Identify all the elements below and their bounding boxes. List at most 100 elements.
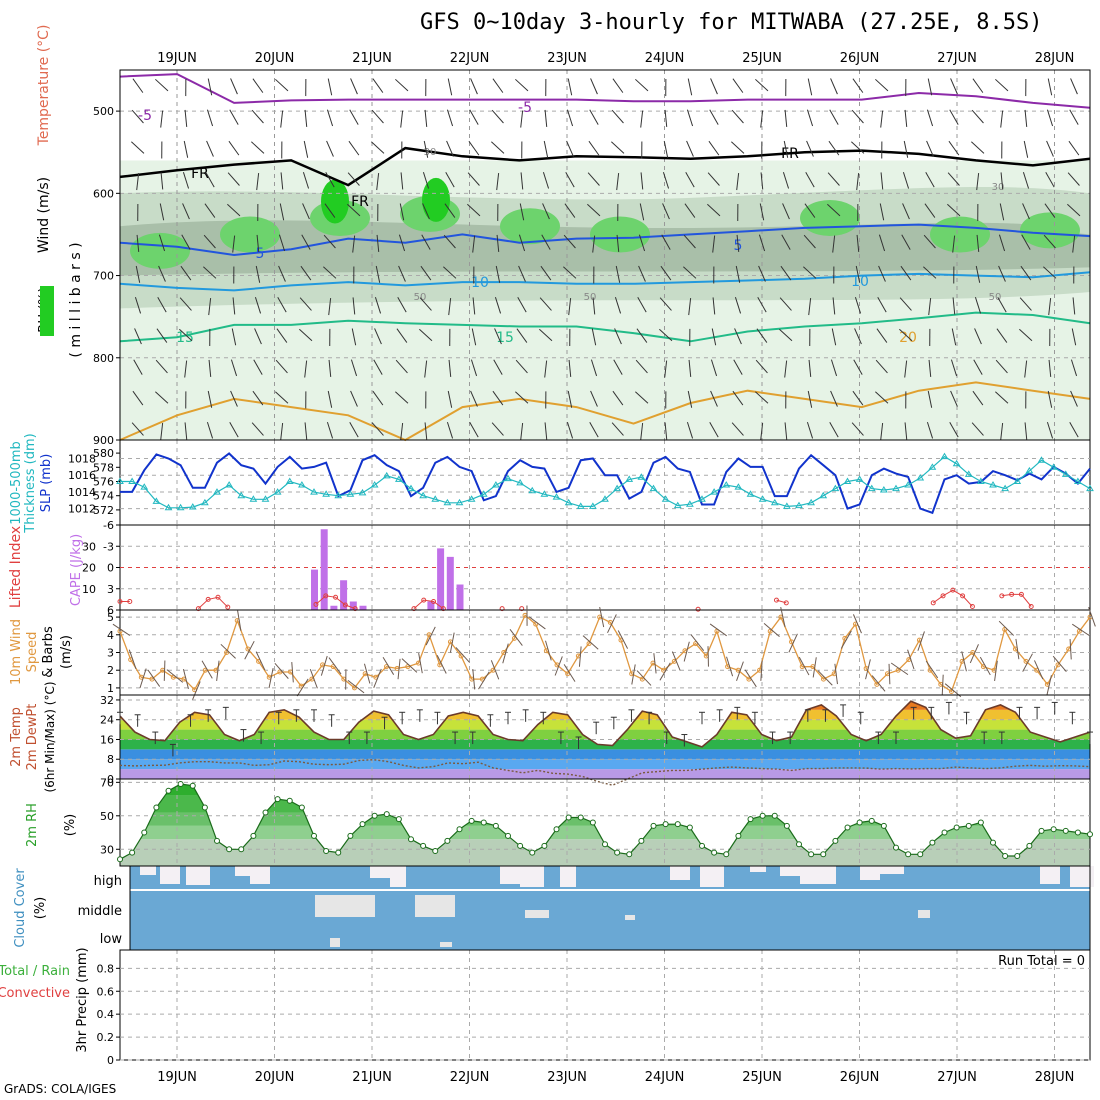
wind-barb <box>398 265 406 282</box>
wind-barb <box>467 203 481 217</box>
wind-barb-10m <box>244 640 255 660</box>
wind-barb <box>543 140 549 158</box>
wind-barb-10m <box>961 651 967 672</box>
wind-barb <box>688 359 692 377</box>
wind-barb <box>542 172 550 189</box>
wind-barb <box>635 391 649 404</box>
wind-barb <box>397 297 407 313</box>
day-label-top: 23JUN <box>547 51 587 66</box>
wind-barb <box>275 359 288 374</box>
wind-barb <box>304 422 308 440</box>
ylabel-temp2m-3: (6hr Min/Max) (°C) <box>43 681 57 792</box>
wind-barb <box>421 234 431 250</box>
wind-barb-10m <box>268 667 274 689</box>
wind-barb <box>662 203 670 220</box>
wind-barb <box>349 109 359 125</box>
rh2m-point <box>505 832 511 839</box>
thickness-point <box>758 495 767 502</box>
rh2m-point <box>1050 826 1057 833</box>
wind-barb <box>755 391 769 404</box>
wind-barb <box>372 390 384 406</box>
wind-barb <box>419 328 433 342</box>
wind-barb <box>664 109 668 128</box>
wind-barb <box>131 109 144 124</box>
wind-barb-10m <box>979 656 991 676</box>
cloud-high-gap <box>140 866 156 875</box>
ylabel-wind10m-1: 10m Wind <box>9 619 24 685</box>
cloud-high-gap <box>250 866 270 884</box>
thickness-point <box>528 486 537 494</box>
wind-tick-label: 3 <box>107 647 114 660</box>
ylabel-slp: SLP (mb) <box>39 454 54 513</box>
wind-barb-10m <box>436 655 447 674</box>
wind-barb <box>132 390 144 406</box>
contour-label: 10 <box>471 275 489 291</box>
wind-barb-10m <box>309 669 318 689</box>
ylabel-cape: CAPE (J/kg) <box>69 534 84 606</box>
rh2m-point <box>262 809 269 816</box>
wind-barb <box>204 203 216 218</box>
wind-barb <box>281 141 283 159</box>
rh2m-point <box>929 839 936 846</box>
wind-barb <box>976 234 980 252</box>
wind-barb-10m <box>798 656 810 676</box>
wind-barb-10m <box>852 614 862 634</box>
wind-barb <box>156 328 168 343</box>
rh2m-point <box>250 832 257 839</box>
wind-barb <box>545 391 547 409</box>
rh2m-point <box>456 826 463 833</box>
cloud-high-gap <box>670 866 690 880</box>
wind-barb <box>780 265 792 281</box>
credit-label: GrADS: COLA/IGES <box>4 1082 117 1096</box>
wind-barb-10m <box>449 632 455 653</box>
wind-barb <box>684 203 696 218</box>
wind-barb <box>640 422 644 441</box>
ylabel-temp2m-1: 2m Temp <box>9 707 24 767</box>
wind-barb <box>469 109 479 125</box>
wind-barb <box>1047 390 1053 408</box>
rh2m-point <box>408 836 414 843</box>
wind-barb <box>542 203 550 220</box>
wind-barb <box>712 235 716 253</box>
wind-barb <box>279 203 285 221</box>
contour-label: 5 <box>256 246 265 262</box>
wind-barb <box>1072 297 1076 315</box>
wind-barb <box>640 110 644 128</box>
wind-barb <box>353 266 355 284</box>
wind-barb <box>305 391 307 409</box>
wind-barb <box>904 109 908 128</box>
wind-barb-10m <box>707 646 709 667</box>
wind-barb <box>468 140 480 156</box>
thickness-point <box>1049 463 1058 470</box>
wind-barb <box>1070 390 1078 407</box>
cloud-high-gap <box>235 866 251 876</box>
cloud-high-gap <box>560 866 576 887</box>
wind-barb-10m <box>1052 655 1067 673</box>
wind-barb-10m <box>291 662 294 683</box>
wind-barb <box>856 172 860 191</box>
wind-barb <box>254 328 262 345</box>
wind-barb <box>782 172 790 189</box>
thickness-point <box>1001 484 1010 492</box>
wind-barb <box>663 140 669 158</box>
wind-barb <box>710 78 718 95</box>
rh-tick-label: 70 <box>100 776 114 789</box>
wind-barb <box>134 328 142 345</box>
wind-barb <box>491 141 505 154</box>
cloud-mid-gap <box>525 910 549 918</box>
wind-barb <box>491 422 504 436</box>
rh2m-point <box>893 844 899 851</box>
wind-barb <box>881 141 883 159</box>
wind-barb-10m <box>1033 660 1044 680</box>
wind-barb <box>208 359 212 377</box>
thickness-line <box>120 455 1091 509</box>
wind-barb <box>949 421 959 438</box>
isotherm-line <box>119 311 1091 343</box>
thickness-point <box>588 502 597 509</box>
rh2m-point <box>141 829 148 836</box>
wind-barb <box>710 359 718 377</box>
thickness-point <box>916 473 925 481</box>
wind-barb-10m <box>509 629 523 646</box>
wind-barb-10m <box>528 616 546 630</box>
